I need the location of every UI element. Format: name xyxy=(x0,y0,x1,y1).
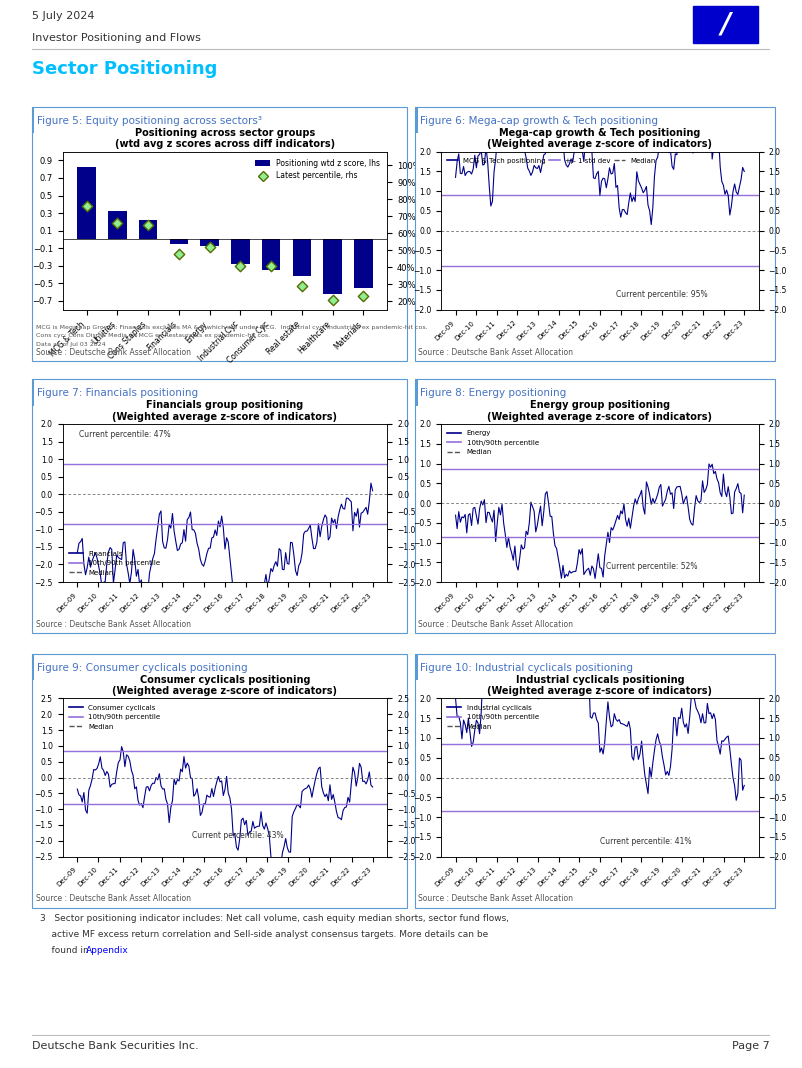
Bar xyxy=(354,239,373,287)
Point xyxy=(357,287,370,304)
Text: Investor Positioning and Flows: Investor Positioning and Flows xyxy=(32,33,201,43)
Bar xyxy=(169,239,188,244)
Text: Current percentile: 52%: Current percentile: 52% xyxy=(606,563,698,571)
Point xyxy=(172,245,185,262)
Text: Source : Deutsche Bank Asset Allocation: Source : Deutsche Bank Asset Allocation xyxy=(36,894,191,904)
Bar xyxy=(231,239,249,264)
FancyBboxPatch shape xyxy=(415,654,418,680)
Bar xyxy=(262,239,281,270)
FancyBboxPatch shape xyxy=(32,107,407,361)
FancyBboxPatch shape xyxy=(415,379,775,633)
Point xyxy=(111,215,124,232)
Point xyxy=(80,198,93,215)
Text: Appendix: Appendix xyxy=(86,945,128,955)
FancyBboxPatch shape xyxy=(415,654,775,908)
FancyBboxPatch shape xyxy=(32,654,34,680)
Bar xyxy=(323,239,342,294)
Text: Source : Deutsche Bank Asset Allocation: Source : Deutsche Bank Asset Allocation xyxy=(418,619,573,629)
Text: active MF excess return correlation and Sell-side analyst consensus targets. Mor: active MF excess return correlation and … xyxy=(40,929,488,939)
Point xyxy=(234,257,247,274)
Point xyxy=(203,238,216,255)
Legend: Consumer cyclicals, 10th/90th percentile, Median: Consumer cyclicals, 10th/90th percentile… xyxy=(66,702,163,733)
Title: Energy group positioning
(Weighted average z-score of indicators): Energy group positioning (Weighted avera… xyxy=(488,400,712,422)
Legend: MCG & Tech positioning, +/- 1 std dev, Median: MCG & Tech positioning, +/- 1 std dev, M… xyxy=(444,155,658,167)
Text: Page 7: Page 7 xyxy=(732,1041,770,1051)
Text: Current percentile: 95%: Current percentile: 95% xyxy=(616,290,707,299)
FancyBboxPatch shape xyxy=(32,654,407,908)
FancyBboxPatch shape xyxy=(693,6,758,43)
FancyBboxPatch shape xyxy=(415,107,775,361)
Text: Figure 7: Financials positioning: Figure 7: Financials positioning xyxy=(38,388,198,398)
Bar xyxy=(108,211,127,239)
Text: Source : Deutsche Bank Asset Allocation: Source : Deutsche Bank Asset Allocation xyxy=(36,347,191,357)
Text: Figure 8: Energy positioning: Figure 8: Energy positioning xyxy=(420,388,567,398)
Text: Source : Deutsche Bank Asset Allocation: Source : Deutsche Bank Asset Allocation xyxy=(36,619,191,629)
Bar xyxy=(293,239,311,277)
Text: MCG is Mega-cap Growth; Financials excludes MA & V which are under MCG.  Industr: MCG is Mega-cap Growth; Financials exclu… xyxy=(36,325,427,330)
Bar xyxy=(77,168,95,239)
Point xyxy=(295,278,308,295)
Text: 3   Sector positioning indicator includes: Net call volume, cash equity median s: 3 Sector positioning indicator includes:… xyxy=(40,913,509,923)
Legend: Positioning wtd z score, lhs, Latest percentile, rhs: Positioning wtd z score, lhs, Latest per… xyxy=(252,156,383,184)
Text: Source : Deutsche Bank Asset Allocation: Source : Deutsche Bank Asset Allocation xyxy=(418,894,573,904)
Text: /: / xyxy=(721,11,731,38)
Bar xyxy=(200,239,219,247)
Text: Deutsche Bank Securities Inc.: Deutsche Bank Securities Inc. xyxy=(32,1041,199,1051)
Point xyxy=(326,290,339,308)
Text: Current percentile: 47%: Current percentile: 47% xyxy=(79,429,170,439)
Title: Consumer cyclicals positioning
(Weighted average z-score of indicators): Consumer cyclicals positioning (Weighted… xyxy=(112,675,338,696)
FancyBboxPatch shape xyxy=(415,379,418,406)
Title: Industrial cyclicals positioning
(Weighted average z-score of indicators): Industrial cyclicals positioning (Weight… xyxy=(488,675,712,696)
Point xyxy=(265,257,277,274)
Text: Cons cyc: Cons Disc & Media ex MCG ex Restaurants ex pandemic-hit cos.: Cons cyc: Cons Disc & Media ex MCG ex Re… xyxy=(36,333,270,339)
Text: Figure 5: Equity positioning across sectors³: Figure 5: Equity positioning across sect… xyxy=(38,115,262,126)
Text: Current percentile: 43%: Current percentile: 43% xyxy=(192,831,284,839)
Text: Figure 6: Mega-cap growth & Tech positioning: Figure 6: Mega-cap growth & Tech positio… xyxy=(420,115,658,126)
Title: Positioning across sector groups
(wtd avg z scores across diff indicators): Positioning across sector groups (wtd av… xyxy=(115,128,335,150)
FancyBboxPatch shape xyxy=(32,107,34,134)
Text: 5 July 2024: 5 July 2024 xyxy=(32,11,95,20)
Title: Mega-cap growth & Tech positioning
(Weighted average z-score of indicators): Mega-cap growth & Tech positioning (Weig… xyxy=(488,128,712,150)
Text: Current percentile: 41%: Current percentile: 41% xyxy=(600,837,691,846)
Title: Financials group positioning
(Weighted average z-score of indicators): Financials group positioning (Weighted a… xyxy=(112,400,338,422)
Text: Figure 10: Industrial cyclicals positioning: Figure 10: Industrial cyclicals position… xyxy=(420,662,634,673)
Bar xyxy=(139,220,157,239)
Legend: Financials, 10th/90th percentile, Median: Financials, 10th/90th percentile, Median xyxy=(66,548,163,579)
Text: Source : Deutsche Bank Asset Allocation: Source : Deutsche Bank Asset Allocation xyxy=(418,347,573,357)
FancyBboxPatch shape xyxy=(415,107,418,134)
Legend: Energy, 10th/90th percentile, Median: Energy, 10th/90th percentile, Median xyxy=(444,427,541,458)
Text: Figure 9: Consumer cyclicals positioning: Figure 9: Consumer cyclicals positioning xyxy=(38,662,248,673)
Point xyxy=(142,216,155,233)
Text: Sector Positioning: Sector Positioning xyxy=(32,61,217,78)
Text: Data as of Jul 03 2024: Data as of Jul 03 2024 xyxy=(36,342,106,347)
FancyBboxPatch shape xyxy=(32,379,34,406)
Legend: Industrial cyclicals, 10th/90th percentile, Median: Industrial cyclicals, 10th/90th percenti… xyxy=(444,702,541,733)
Text: found in: found in xyxy=(40,945,91,955)
FancyBboxPatch shape xyxy=(32,379,407,633)
